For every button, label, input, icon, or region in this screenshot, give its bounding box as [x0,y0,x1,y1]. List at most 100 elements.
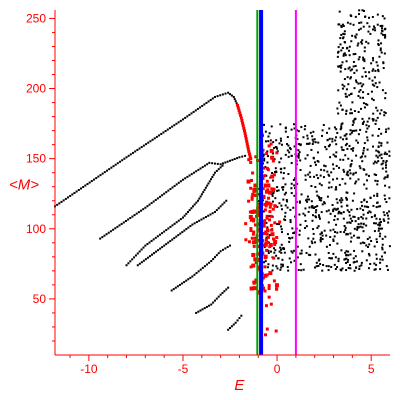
data-point [377,229,380,232]
data-point [320,231,323,234]
data-point [310,240,313,243]
data-point [267,135,270,138]
data-point [346,147,349,150]
data-point [312,228,315,231]
data-point [351,101,354,104]
data-point [281,263,284,266]
data-point [360,41,363,44]
data-point [328,143,331,146]
data-point [276,147,279,150]
data-point [282,198,285,201]
data-point [250,195,254,199]
data-point [349,69,352,72]
data-point [138,147,141,150]
data-point [341,83,344,86]
data-point [278,161,281,164]
data-point [240,314,243,317]
data-point [350,208,353,211]
data-point [357,110,360,113]
data-point [148,255,151,258]
data-point [310,185,313,188]
data-point [348,169,351,172]
data-point [206,263,209,266]
data-point [339,43,342,46]
data-point [127,262,130,265]
data-point [119,160,122,163]
data-point [360,21,363,24]
data-point [385,164,387,167]
data-point [233,98,236,101]
data-point [284,153,287,156]
data-point [368,25,371,28]
data-point [351,129,354,132]
data-point [249,229,253,233]
data-point [366,127,369,130]
data-point [375,263,378,266]
data-point [331,204,334,207]
data-point [337,65,340,68]
data-point [266,226,269,229]
data-point [176,285,179,288]
data-point [334,268,337,271]
data-point [341,23,344,26]
data-point [313,175,316,178]
data-point [237,108,241,112]
data-point [367,30,370,33]
data-point [384,166,387,169]
data-point [319,238,322,241]
data-point [351,199,354,202]
data-point [187,210,189,213]
data-point [383,52,386,55]
data-point [342,168,345,171]
data-point [352,172,355,175]
data-point [359,128,362,131]
data-point [379,227,382,230]
data-point [221,291,224,294]
data-point [324,165,327,168]
data-point [339,37,342,40]
data-point [88,181,91,184]
data-point [212,301,215,304]
data-point [174,286,177,289]
data-point [171,186,174,189]
data-point [373,76,376,79]
data-point [284,191,287,194]
data-point [170,289,173,292]
data-point [145,143,148,146]
data-point [361,250,364,253]
data-point [358,90,361,93]
data-point [357,217,360,220]
data-point [344,68,347,71]
data-point [383,153,386,156]
data-point [302,212,305,215]
data-point [167,227,170,230]
data-point [129,260,132,263]
data-point [337,257,340,260]
data-point [288,151,291,154]
data-point [332,238,335,241]
series-3-black-branch [125,164,224,267]
data-point [363,183,366,186]
data-point [318,217,321,220]
data-point [327,221,330,224]
data-point [349,221,352,224]
data-point [253,183,258,188]
data-point [187,226,190,229]
data-point [358,267,361,270]
data-point [306,134,309,137]
data-point [356,44,359,47]
data-point [200,193,203,196]
data-point [280,208,283,211]
data-point [351,219,354,222]
data-point [365,244,368,247]
data-point [352,60,355,63]
data-point [350,163,353,166]
data-point [360,85,363,88]
data-point [213,171,216,174]
data-point [368,117,371,120]
data-point [305,199,307,202]
data-point [315,261,318,264]
data-point [383,251,386,254]
data-point [298,229,301,232]
data-point [317,264,320,267]
